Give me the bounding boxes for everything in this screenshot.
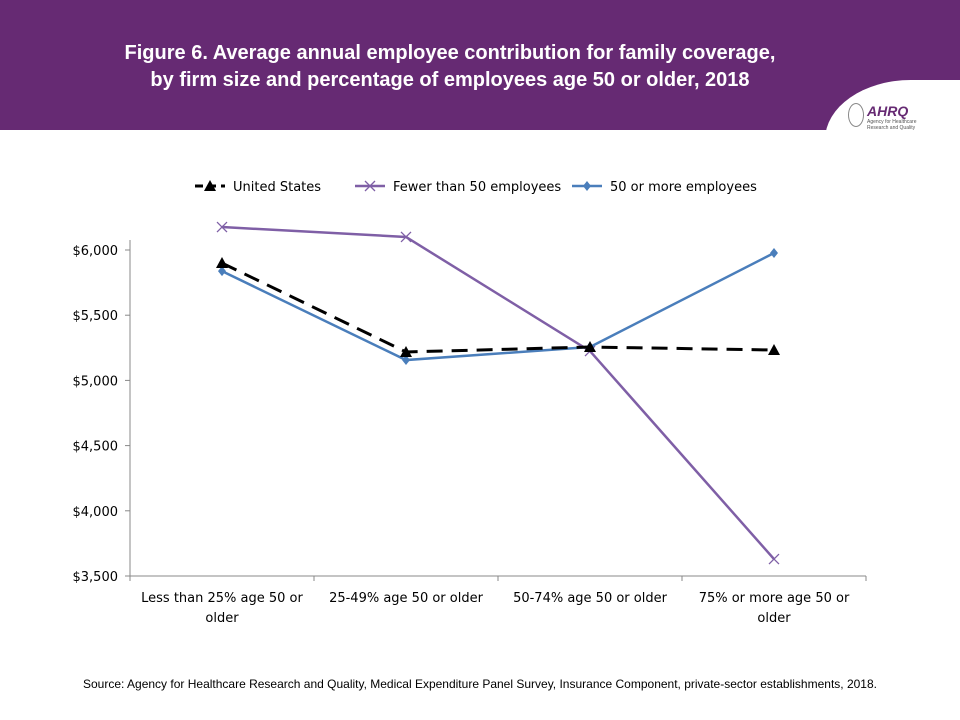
data-point [768, 553, 780, 565]
legend-marker [583, 181, 591, 191]
x-tick-label: 50-74% age 50 or older [513, 591, 668, 606]
title-line-2: by firm size and percentage of employees… [150, 69, 750, 91]
x-tick-label: 25-49% age 50 or older [329, 591, 484, 606]
legend-label: 50 or more employees [610, 180, 757, 195]
x-tick-label: 75% or more age 50 or [699, 591, 850, 606]
y-tick-label: $4,500 [73, 440, 119, 455]
series-line [221, 225, 775, 560]
hhs-eagle-icon [848, 103, 864, 127]
y-tick-label: $5,000 [73, 374, 119, 389]
series-line [221, 251, 775, 362]
data-point [584, 341, 596, 353]
legend-label: United States [233, 180, 321, 195]
logo-text: AHRQ [867, 103, 909, 119]
x-tick-label: Less than 25% age 50 or [141, 591, 303, 606]
data-point [768, 344, 780, 356]
title-line-1: Figure 6. Average annual employee contri… [124, 42, 776, 64]
data-point [402, 355, 410, 366]
y-tick-label: $3,500 [73, 570, 119, 585]
data-point [770, 247, 778, 258]
chart-title: Figure 6. Average annual employee contri… [60, 40, 840, 94]
logo-subtext: Agency for Healthcare Research and Quali… [867, 119, 917, 131]
data-point [216, 221, 228, 233]
data-point [400, 231, 412, 243]
source-note: Source: Agency for Healthcare Research a… [83, 677, 877, 691]
legend-label: Fewer than 50 employees [393, 180, 561, 195]
y-tick-label: $6,000 [73, 244, 119, 259]
header-banner: Figure 6. Average annual employee contri… [0, 0, 960, 130]
series-line [221, 261, 775, 354]
legend-marker [364, 180, 376, 192]
data-point [400, 345, 412, 357]
y-tick-label: $4,000 [73, 505, 119, 520]
x-tick-label: older [205, 611, 239, 626]
y-tick-label: $5,500 [73, 309, 119, 324]
data-point [216, 257, 228, 269]
legend-marker [204, 180, 216, 191]
x-tick-label: older [757, 611, 791, 626]
data-point [218, 266, 226, 277]
